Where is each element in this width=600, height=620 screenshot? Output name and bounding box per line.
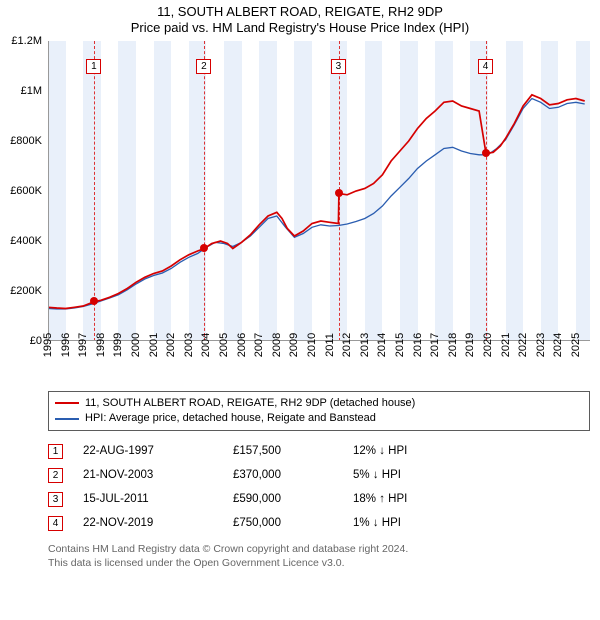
x-tick-label: 2024 — [552, 332, 564, 356]
footer-line-1: Contains HM Land Registry data © Crown c… — [48, 543, 590, 557]
sales-row-diff: 18% ↑ HPI — [353, 493, 473, 505]
x-tick-label: 2010 — [306, 332, 318, 356]
x-tick-label: 2006 — [236, 332, 248, 356]
x-tick-label: 2004 — [200, 332, 212, 356]
x-tick-label: 2016 — [412, 332, 424, 356]
chart-subtitle: Price paid vs. HM Land Registry's House … — [0, 20, 600, 36]
sales-row: 422-NOV-2019£750,0001% ↓ HPI — [48, 511, 590, 535]
series-hpi — [48, 98, 585, 309]
x-tick-label: 2020 — [482, 332, 494, 356]
x-tick-label: 1998 — [95, 332, 107, 356]
series-price_paid — [48, 94, 585, 308]
footer-line-2: This data is licensed under the Open Gov… — [48, 557, 590, 571]
sales-table: 122-AUG-1997£157,50012% ↓ HPI221-NOV-200… — [48, 439, 590, 535]
y-tick-label: £400K — [10, 235, 42, 247]
x-tick-label: 1996 — [60, 332, 72, 356]
sales-row-date: 15-JUL-2011 — [63, 493, 233, 505]
page: 11, SOUTH ALBERT ROAD, REIGATE, RH2 9DP … — [0, 0, 600, 620]
chart-title: 11, SOUTH ALBERT ROAD, REIGATE, RH2 9DP — [0, 4, 600, 20]
x-tick-label: 2009 — [288, 332, 300, 356]
axis-left — [48, 41, 49, 341]
x-tick-label: 1995 — [42, 332, 54, 356]
x-tick-label: 1999 — [112, 332, 124, 356]
x-tick-label: 2022 — [517, 332, 529, 356]
sales-row-diff: 12% ↓ HPI — [353, 445, 473, 457]
legend-row: 11, SOUTH ALBERT ROAD, REIGATE, RH2 9DP … — [55, 396, 583, 411]
x-tick-label: 2007 — [253, 332, 265, 356]
x-tick-label: 2023 — [535, 332, 547, 356]
legend: 11, SOUTH ALBERT ROAD, REIGATE, RH2 9DP … — [48, 391, 590, 432]
sales-row-diff: 1% ↓ HPI — [353, 517, 473, 529]
chart-plot-area: £0£200K£400K£600K£800K£1M£1.2M1234 — [48, 41, 590, 341]
x-tick-label: 2017 — [429, 332, 441, 356]
sale-marker-label: 1 — [86, 59, 101, 74]
sales-row-date: 22-AUG-1997 — [63, 445, 233, 457]
sales-row-marker: 1 — [48, 444, 63, 459]
legend-swatch — [55, 402, 79, 404]
sales-row-date: 21-NOV-2003 — [63, 469, 233, 481]
sale-marker-label: 2 — [196, 59, 211, 74]
sales-row-price: £370,000 — [233, 469, 353, 481]
sales-row: 315-JUL-2011£590,00018% ↑ HPI — [48, 487, 590, 511]
x-tick-label: 2018 — [447, 332, 459, 356]
sales-row-date: 22-NOV-2019 — [63, 517, 233, 529]
x-tick-label: 2005 — [218, 332, 230, 356]
sale-marker-dot — [482, 149, 490, 157]
x-tick-label: 2001 — [148, 332, 160, 356]
x-tick-label: 2011 — [324, 333, 336, 357]
sales-row-price: £590,000 — [233, 493, 353, 505]
x-tick-label: 2002 — [165, 332, 177, 356]
x-tick-label: 2008 — [271, 332, 283, 356]
sales-row-marker: 2 — [48, 468, 63, 483]
sales-row: 122-AUG-1997£157,50012% ↓ HPI — [48, 439, 590, 463]
x-tick-label: 2000 — [130, 332, 142, 356]
sales-row-marker: 3 — [48, 492, 63, 507]
x-tick-label: 2019 — [464, 332, 476, 356]
sale-marker-dot — [335, 189, 343, 197]
sales-row-diff: 5% ↓ HPI — [353, 469, 473, 481]
legend-text: 11, SOUTH ALBERT ROAD, REIGATE, RH2 9DP … — [85, 396, 415, 411]
sales-row: 221-NOV-2003£370,0005% ↓ HPI — [48, 463, 590, 487]
sales-row-price: £157,500 — [233, 445, 353, 457]
x-tick-label: 2025 — [570, 332, 582, 356]
y-tick-label: £1.2M — [11, 35, 42, 47]
sale-marker-dot — [90, 297, 98, 305]
sale-marker-label: 4 — [478, 59, 493, 74]
y-tick-label: £1M — [21, 85, 42, 97]
x-tick-label: 2013 — [359, 332, 371, 356]
sale-marker-label: 3 — [331, 59, 346, 74]
x-tick-label: 2021 — [500, 332, 512, 356]
x-tick-label: 2012 — [341, 332, 353, 356]
x-tick-label: 1997 — [77, 332, 89, 356]
y-tick-label: £200K — [10, 285, 42, 297]
sale-marker-dot — [200, 244, 208, 252]
legend-swatch — [55, 418, 79, 420]
sales-row-price: £750,000 — [233, 517, 353, 529]
legend-text: HPI: Average price, detached house, Reig… — [85, 411, 376, 426]
y-tick-label: £800K — [10, 135, 42, 147]
y-tick-label: £0 — [30, 335, 42, 347]
y-tick-label: £600K — [10, 185, 42, 197]
x-tick-label: 2003 — [183, 332, 195, 356]
sales-row-marker: 4 — [48, 516, 63, 531]
x-tick-label: 2015 — [394, 332, 406, 356]
x-tick-label: 2014 — [376, 332, 388, 356]
x-axis-ticks: 1995199619971998199920002001200220032004… — [48, 341, 590, 381]
legend-row: HPI: Average price, detached house, Reig… — [55, 411, 583, 426]
series-svg — [48, 41, 590, 341]
footer-attribution: Contains HM Land Registry data © Crown c… — [48, 543, 590, 570]
